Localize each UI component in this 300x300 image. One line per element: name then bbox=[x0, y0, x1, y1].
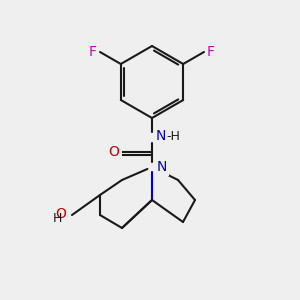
Text: -H: -H bbox=[166, 130, 180, 142]
Text: O: O bbox=[109, 145, 119, 159]
Text: F: F bbox=[89, 45, 97, 59]
Text: N: N bbox=[156, 129, 166, 143]
Text: H: H bbox=[52, 212, 62, 226]
Text: F: F bbox=[207, 45, 215, 59]
Text: N: N bbox=[157, 160, 167, 174]
Text: O: O bbox=[55, 207, 66, 221]
